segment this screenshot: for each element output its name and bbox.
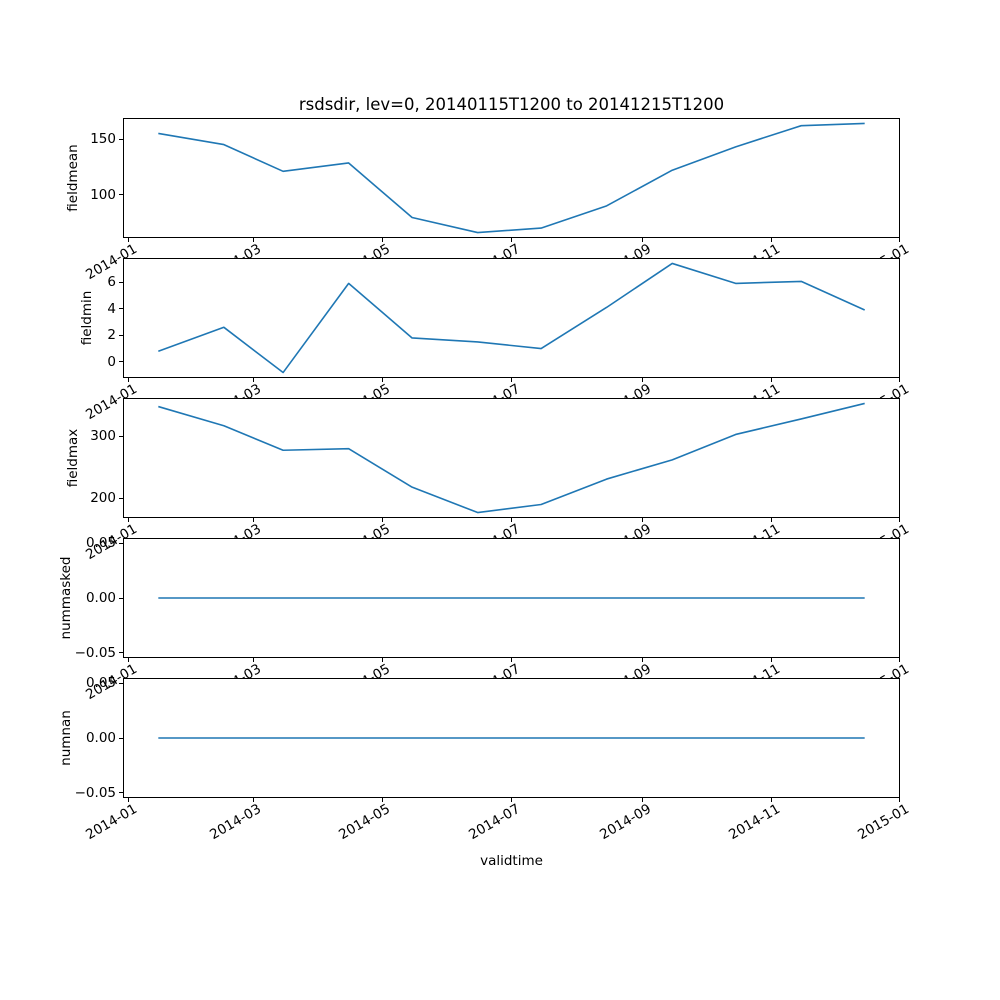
y-tick-mark — [119, 652, 123, 654]
x-tick-mark — [252, 658, 254, 662]
x-tick-mark — [771, 798, 773, 802]
y-tick-label: 300 — [90, 428, 116, 445]
x-tick-mark — [381, 798, 383, 802]
y-tick-label: 100 — [90, 186, 116, 203]
subplot-numnan: −0.05 0.00 0.05 2014-01 2014-03 2014-05 2014-0… — [58, 675, 912, 843]
y-tick-label: 4 — [107, 300, 116, 317]
y-axis-label-fieldmax: fieldmax — [65, 428, 81, 488]
x-tick-mark — [381, 238, 383, 242]
y-tick-label: 2 — [107, 327, 116, 344]
x-tick-mark — [898, 798, 900, 802]
x-tick-mark — [898, 378, 900, 382]
y-tick-mark — [119, 435, 123, 437]
x-tick-mark — [898, 238, 900, 242]
x-tick-mark — [381, 658, 383, 662]
fieldmin-line-chart — [123, 258, 900, 378]
y-tick-mark — [119, 334, 123, 336]
subplot-fieldmax: 2003002014-012014-032014-052014-072014-0… — [65, 398, 912, 563]
y-tick-label: 0.05 — [85, 675, 116, 692]
y-axis-label-numnan: numnan — [58, 710, 74, 766]
x-tick-mark — [381, 518, 383, 522]
y-tick-label: 0.05 — [85, 535, 116, 552]
axes-frame — [123, 258, 900, 378]
y-tick-mark — [119, 597, 123, 599]
x-tick-mark — [511, 238, 512, 242]
fieldmean-series-line — [158, 122, 865, 234]
x-tick-label: 2014-03 — [207, 801, 265, 844]
chart-title: rsdsdir, lev=0, 20140115T1200 to 2014121… — [298, 95, 725, 114]
x-tick-mark — [511, 378, 512, 382]
y-tick-label: 200 — [90, 490, 116, 507]
fieldmean-line-chart — [123, 118, 900, 238]
x-tick-mark — [642, 378, 644, 382]
y-axis-label-fieldmin: fieldmin — [79, 290, 95, 346]
y-tick-mark — [119, 281, 123, 283]
x-tick-mark — [128, 378, 130, 382]
axes-frame — [123, 118, 900, 238]
x-tick-mark — [252, 798, 254, 802]
y-tick-mark — [119, 194, 123, 196]
x-axis-label: validtime — [480, 853, 543, 869]
y-tick-label: 150 — [90, 131, 116, 148]
x-tick-mark — [898, 518, 900, 522]
nummasked-line-chart — [123, 538, 900, 658]
x-tick-mark — [642, 238, 644, 242]
y-tick-mark — [119, 792, 123, 794]
y-axis-label-fieldmean: fieldmean — [65, 144, 81, 212]
y-tick-mark — [119, 497, 123, 499]
x-tick-mark — [771, 658, 773, 662]
y-axis-label-nummasked: nummasked — [58, 556, 74, 640]
axes-frame — [123, 398, 900, 518]
x-tick-mark — [252, 378, 254, 382]
y-tick-mark — [119, 308, 123, 310]
x-tick-mark — [511, 658, 512, 662]
subplot-fieldmin: 02462014-012014-032014-052014-072014-092… — [79, 258, 912, 423]
x-tick-mark — [642, 798, 644, 802]
y-tick-label: −0.05 — [74, 644, 116, 661]
subplot-nummasked: −0.050.000.052014-012014-032014-052014-0… — [58, 535, 912, 703]
subplot-fieldmean: 1001502014-012014-032014-052014-072014-0… — [65, 118, 912, 283]
x-tick-mark — [898, 658, 900, 662]
x-tick-mark — [381, 378, 383, 382]
y-tick-mark — [119, 542, 123, 544]
x-tick-label: 2014-07 — [465, 801, 523, 844]
fieldmax-line-chart — [123, 398, 900, 518]
y-tick-label: 0 — [107, 353, 116, 370]
y-tick-mark — [119, 138, 123, 140]
x-tick-label: 2014-11 — [725, 801, 783, 844]
y-tick-mark — [119, 737, 123, 739]
x-tick-mark — [771, 378, 773, 382]
x-tick-mark — [511, 798, 512, 802]
x-tick-label: 2014-01 — [82, 801, 140, 844]
x-tick-mark — [771, 518, 773, 522]
y-tick-label: −0.05 — [74, 784, 116, 801]
y-tick-mark — [119, 361, 123, 363]
x-tick-mark — [511, 518, 512, 522]
x-tick-label: 2014-05 — [336, 801, 394, 844]
x-tick-label: 2015-01 — [854, 801, 912, 844]
x-tick-mark — [128, 798, 130, 802]
y-tick-mark — [119, 682, 123, 684]
x-tick-label: 2014-09 — [596, 801, 654, 844]
y-tick-label: 0.00 — [85, 590, 116, 606]
x-tick-mark — [128, 518, 130, 522]
x-tick-mark — [642, 518, 644, 522]
x-tick-mark — [771, 238, 773, 242]
x-tick-mark — [642, 658, 644, 662]
x-tick-mark — [252, 518, 254, 522]
x-tick-mark — [128, 238, 130, 242]
numnan-line-chart — [123, 678, 900, 798]
fieldmax-series-line — [158, 402, 865, 514]
x-tick-mark — [128, 658, 130, 662]
fieldmin-series-line — [158, 262, 866, 374]
y-tick-label: 0.00 — [85, 730, 116, 746]
y-tick-label: 6 — [107, 274, 116, 291]
x-tick-mark — [252, 238, 254, 242]
